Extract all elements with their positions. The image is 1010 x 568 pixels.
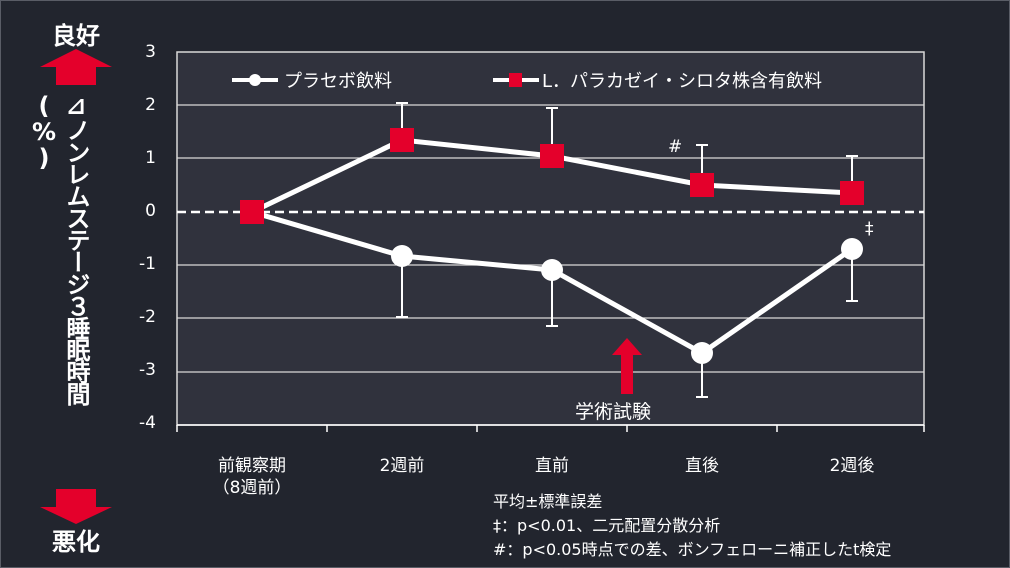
- lcs-markers: [240, 128, 864, 224]
- placebo-markers: [391, 238, 863, 364]
- legend-lcs: L．パラカゼイ・シロタ株含有飲料: [542, 71, 822, 92]
- footnotes: 平均±標準誤差 ‡：p<0.01、二元配置分散分析 #：p<0.05時点での差、…: [493, 490, 891, 562]
- x-category-label: 直後: [685, 456, 719, 476]
- x-axis: [176, 424, 925, 432]
- legend-circle-icon: [249, 74, 261, 86]
- x-category: 2週前: [332, 455, 472, 477]
- legend: プラセボ飲料 L．パラカゼイ・シロタ株含有飲料: [232, 71, 822, 92]
- dagger-annotation: ‡: [865, 219, 874, 239]
- footnote-hash: #：p<0.05時点での差、ボンフェローニ補正したt検定: [493, 540, 892, 559]
- y-tick: 0: [145, 201, 156, 221]
- x-category: 直前: [482, 455, 622, 477]
- good-label: 良好: [52, 22, 100, 50]
- x-category-label: 2週前: [379, 456, 425, 476]
- x-category-sublabel: （8週前）: [212, 478, 292, 498]
- x-category-label: 前観察期: [218, 456, 286, 476]
- x-category: 前観察期 （8週前）: [182, 455, 322, 499]
- exam-arrow-icon: [612, 338, 642, 394]
- plot-area: [176, 51, 925, 426]
- y-tick: -3: [139, 360, 156, 380]
- legend-placebo: プラセボ飲料: [284, 71, 392, 92]
- arrow-up-icon: [40, 49, 112, 85]
- exam-label: 学術試験: [575, 401, 651, 423]
- y-tick: -1: [139, 254, 156, 274]
- x-category: 直後: [632, 455, 772, 477]
- footnote-dagger: ‡：p<0.01、二元配置分散分析: [493, 516, 721, 535]
- y-tick: -2: [139, 307, 156, 327]
- hash-annotation: #: [668, 137, 682, 157]
- legend-square-icon: [509, 73, 522, 87]
- y-tick: 1: [145, 148, 156, 168]
- bad-label: 悪化: [52, 528, 100, 556]
- y-axis-title: ⊿ノンレムステージ３睡眠時間(%): [30, 92, 90, 404]
- x-category-label: 直前: [535, 456, 569, 476]
- y-tick: 2: [145, 95, 156, 115]
- arrow-down-icon: [40, 489, 112, 524]
- x-category-label: 2週後: [829, 456, 875, 476]
- x-category: 2週後: [782, 455, 922, 477]
- footnote-sem: 平均±標準誤差: [493, 492, 603, 511]
- y-tick: 3: [145, 42, 156, 62]
- y-tick: -4: [139, 413, 156, 433]
